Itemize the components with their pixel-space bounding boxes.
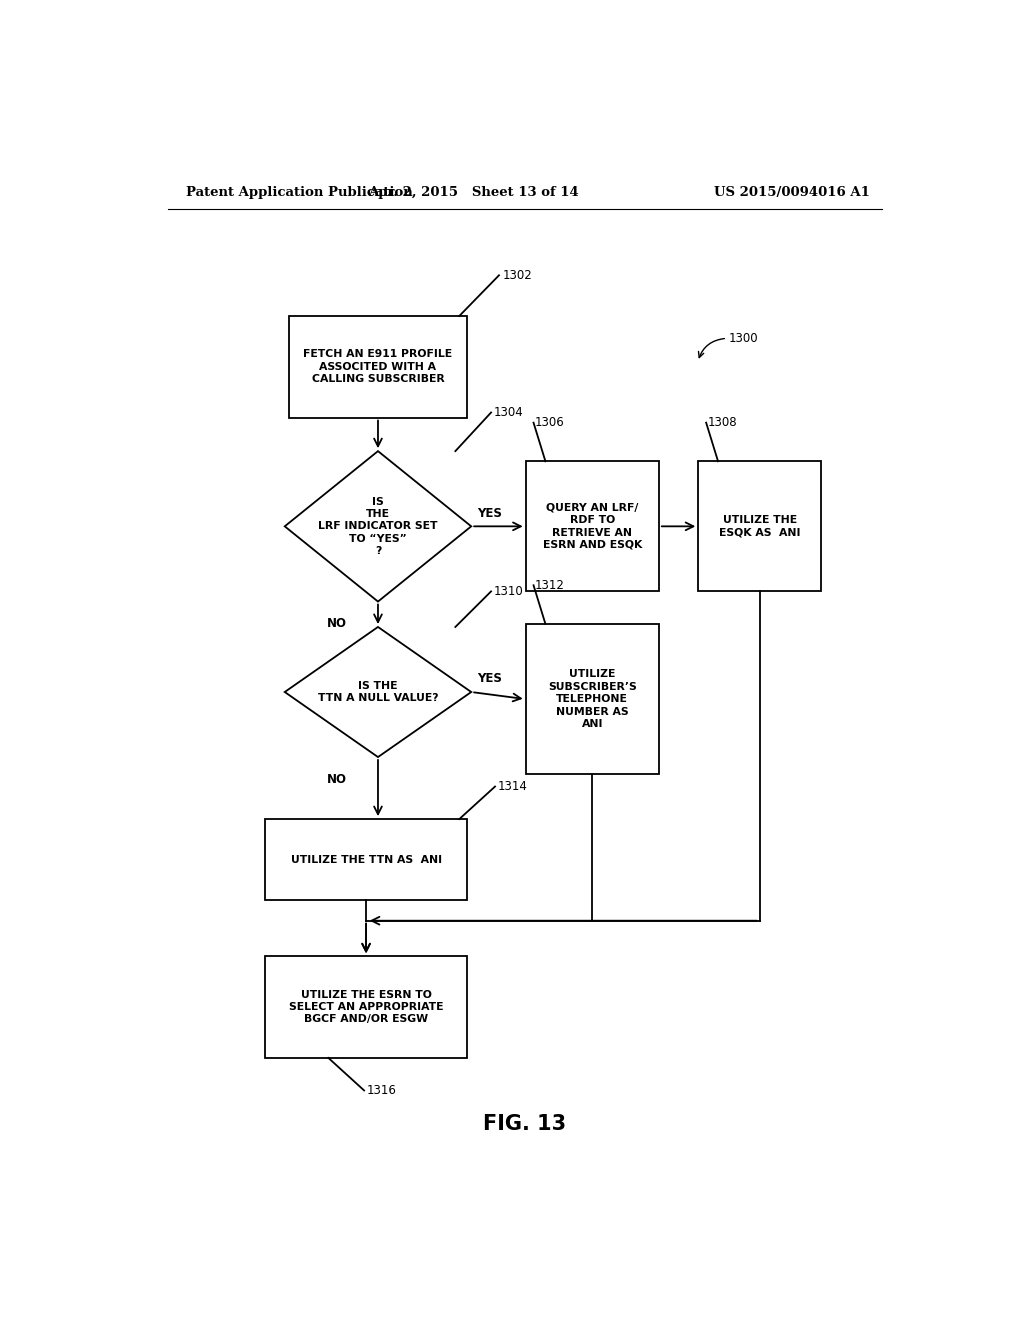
Text: UTILIZE THE
ESQK AS  ANI: UTILIZE THE ESQK AS ANI (719, 515, 801, 537)
Text: QUERY AN LRF/
RDF TO
RETRIEVE AN
ESRN AND ESQK: QUERY AN LRF/ RDF TO RETRIEVE AN ESRN AN… (543, 503, 642, 550)
Bar (525, 461, 658, 591)
Text: YES: YES (477, 507, 503, 520)
Text: IS THE
TTN A NULL VALUE?: IS THE TTN A NULL VALUE? (317, 681, 438, 704)
Text: UTILIZE THE ESRN TO
SELECT AN APPROPRIATE
BGCF AND/OR ESGW: UTILIZE THE ESRN TO SELECT AN APPROPRIAT… (289, 990, 443, 1024)
Text: IS
THE
LRF INDICATOR SET
TO “YES”
?: IS THE LRF INDICATOR SET TO “YES” ? (318, 496, 437, 556)
Text: Patent Application Publication: Patent Application Publication (186, 186, 413, 199)
Text: 1314: 1314 (498, 780, 527, 793)
Polygon shape (285, 451, 471, 602)
Text: UTILIZE
SUBSCRIBER’S
TELEPHONE
NUMBER AS
ANI: UTILIZE SUBSCRIBER’S TELEPHONE NUMBER AS… (548, 669, 637, 729)
Bar (265, 956, 467, 1057)
Text: 1300: 1300 (729, 331, 759, 345)
Text: NO: NO (327, 774, 346, 785)
Text: 1306: 1306 (536, 416, 565, 429)
Text: 1310: 1310 (494, 585, 523, 598)
Bar (289, 315, 467, 417)
Polygon shape (285, 627, 471, 758)
Bar (525, 624, 658, 775)
Text: 1302: 1302 (503, 269, 532, 281)
Text: 1316: 1316 (367, 1084, 396, 1097)
Bar (698, 461, 821, 591)
Text: YES: YES (477, 672, 503, 685)
Text: NO: NO (327, 618, 346, 631)
Bar (265, 818, 467, 900)
Text: FIG. 13: FIG. 13 (483, 1114, 566, 1134)
Text: Apr. 2, 2015   Sheet 13 of 14: Apr. 2, 2015 Sheet 13 of 14 (368, 186, 579, 199)
Text: FETCH AN E911 PROFILE
ASSOCITED WITH A
CALLING SUBSCRIBER: FETCH AN E911 PROFILE ASSOCITED WITH A C… (303, 350, 453, 384)
Text: UTILIZE THE TTN AS  ANI: UTILIZE THE TTN AS ANI (291, 855, 441, 865)
Text: 1308: 1308 (708, 416, 737, 429)
Text: 1312: 1312 (536, 578, 565, 591)
Text: US 2015/0094016 A1: US 2015/0094016 A1 (714, 186, 870, 199)
Text: 1304: 1304 (494, 407, 523, 418)
